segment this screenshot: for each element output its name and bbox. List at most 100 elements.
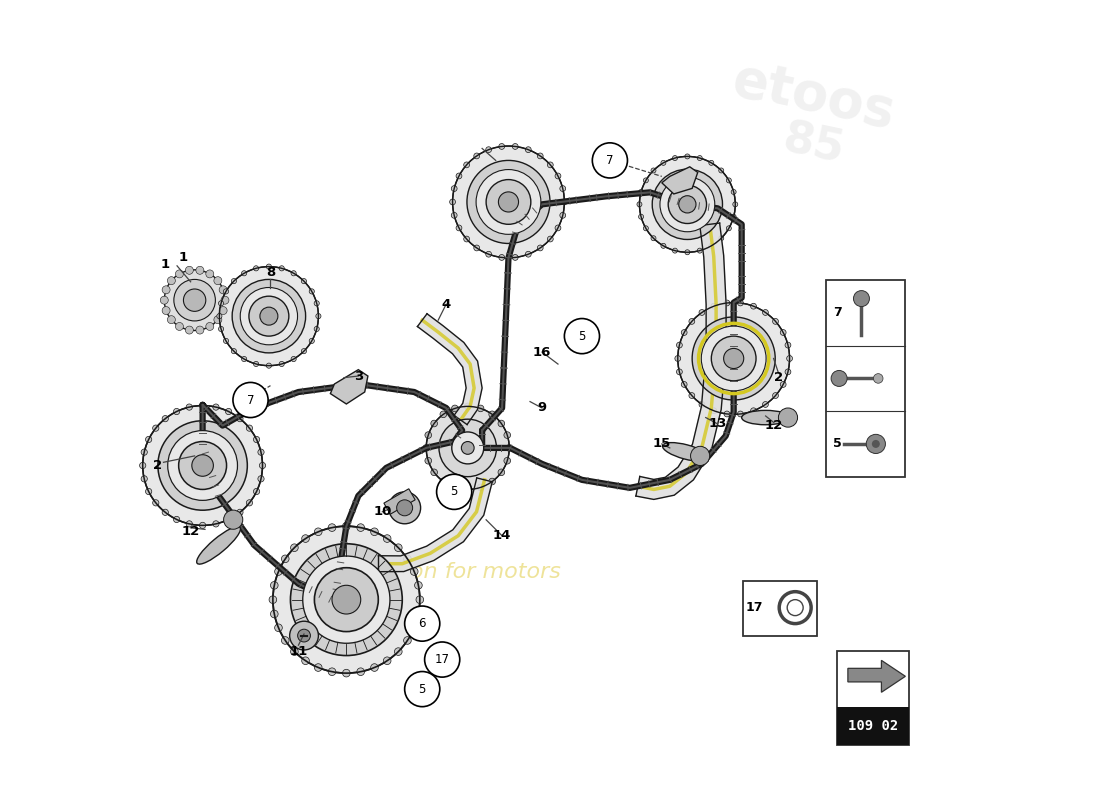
Circle shape bbox=[328, 524, 336, 531]
Circle shape bbox=[223, 338, 229, 343]
Circle shape bbox=[548, 162, 553, 168]
Circle shape bbox=[162, 286, 170, 294]
Text: 6: 6 bbox=[418, 617, 426, 630]
Circle shape bbox=[141, 476, 147, 482]
Circle shape bbox=[328, 668, 336, 675]
Circle shape bbox=[456, 173, 462, 179]
Circle shape bbox=[257, 476, 264, 482]
Circle shape bbox=[537, 245, 543, 251]
Circle shape bbox=[486, 251, 492, 257]
Circle shape bbox=[404, 637, 411, 644]
Text: 2: 2 bbox=[153, 459, 162, 472]
Circle shape bbox=[405, 606, 440, 641]
Circle shape bbox=[371, 664, 378, 671]
Circle shape bbox=[873, 374, 883, 383]
Circle shape bbox=[564, 318, 600, 354]
Circle shape bbox=[676, 369, 682, 374]
Circle shape bbox=[404, 555, 411, 562]
Ellipse shape bbox=[741, 410, 790, 425]
Polygon shape bbox=[848, 660, 905, 692]
Circle shape bbox=[145, 488, 152, 494]
Circle shape bbox=[498, 143, 505, 150]
Circle shape bbox=[315, 664, 322, 671]
Circle shape bbox=[153, 425, 158, 431]
Circle shape bbox=[186, 404, 192, 410]
Circle shape bbox=[726, 226, 732, 230]
Circle shape bbox=[275, 568, 283, 575]
Circle shape bbox=[651, 236, 656, 241]
Circle shape bbox=[488, 411, 495, 418]
Text: 14: 14 bbox=[493, 530, 512, 542]
Circle shape bbox=[315, 301, 319, 306]
Text: 8: 8 bbox=[266, 266, 275, 278]
Circle shape bbox=[384, 534, 390, 542]
Text: etoos: etoos bbox=[727, 54, 900, 139]
Circle shape bbox=[236, 415, 243, 422]
Circle shape bbox=[477, 405, 484, 412]
Circle shape bbox=[226, 409, 232, 414]
Circle shape bbox=[750, 408, 757, 414]
Circle shape bbox=[464, 486, 471, 493]
Circle shape bbox=[425, 432, 431, 438]
Circle shape bbox=[176, 270, 184, 278]
Circle shape bbox=[498, 192, 518, 212]
Circle shape bbox=[488, 478, 495, 485]
Circle shape bbox=[219, 266, 318, 366]
Circle shape bbox=[426, 406, 509, 490]
Circle shape bbox=[785, 342, 791, 348]
Circle shape bbox=[356, 524, 364, 531]
Circle shape bbox=[486, 179, 531, 224]
Circle shape bbox=[476, 170, 541, 234]
Circle shape bbox=[689, 318, 695, 324]
Circle shape bbox=[260, 462, 265, 469]
Circle shape bbox=[513, 143, 518, 150]
Circle shape bbox=[854, 290, 869, 306]
Circle shape bbox=[253, 436, 260, 442]
Polygon shape bbox=[636, 223, 726, 499]
Circle shape bbox=[724, 411, 729, 417]
Circle shape bbox=[718, 168, 724, 173]
Circle shape bbox=[560, 213, 565, 218]
Text: 1: 1 bbox=[178, 251, 187, 264]
Circle shape bbox=[232, 279, 306, 353]
Circle shape bbox=[762, 402, 768, 407]
Circle shape bbox=[639, 157, 735, 252]
Circle shape bbox=[415, 582, 422, 589]
Circle shape bbox=[732, 190, 736, 194]
Circle shape bbox=[431, 420, 438, 427]
Circle shape bbox=[504, 432, 510, 438]
Circle shape bbox=[452, 432, 484, 464]
Circle shape bbox=[153, 500, 158, 506]
Circle shape bbox=[639, 190, 643, 194]
Circle shape bbox=[724, 300, 729, 306]
Circle shape bbox=[315, 528, 322, 535]
Circle shape bbox=[712, 336, 756, 381]
Circle shape bbox=[164, 270, 226, 330]
Circle shape bbox=[221, 296, 229, 304]
Circle shape bbox=[780, 330, 786, 335]
Circle shape bbox=[309, 289, 315, 294]
Circle shape bbox=[271, 610, 278, 618]
Circle shape bbox=[141, 449, 147, 455]
Circle shape bbox=[464, 403, 471, 410]
Circle shape bbox=[464, 162, 470, 168]
Circle shape bbox=[437, 474, 472, 510]
Circle shape bbox=[279, 266, 284, 271]
Bar bbox=[837, 706, 910, 745]
Circle shape bbox=[301, 278, 307, 284]
Circle shape bbox=[158, 421, 248, 510]
Circle shape bbox=[143, 406, 263, 526]
Circle shape bbox=[246, 500, 253, 506]
Circle shape bbox=[191, 454, 213, 476]
Circle shape bbox=[174, 279, 216, 321]
Circle shape bbox=[395, 648, 403, 655]
Circle shape bbox=[660, 177, 715, 232]
Circle shape bbox=[384, 657, 390, 665]
Circle shape bbox=[675, 355, 681, 362]
Circle shape bbox=[199, 402, 206, 409]
Circle shape bbox=[451, 186, 458, 191]
Circle shape bbox=[561, 199, 568, 205]
Circle shape bbox=[405, 671, 440, 706]
Circle shape bbox=[371, 528, 378, 535]
Circle shape bbox=[242, 357, 246, 362]
